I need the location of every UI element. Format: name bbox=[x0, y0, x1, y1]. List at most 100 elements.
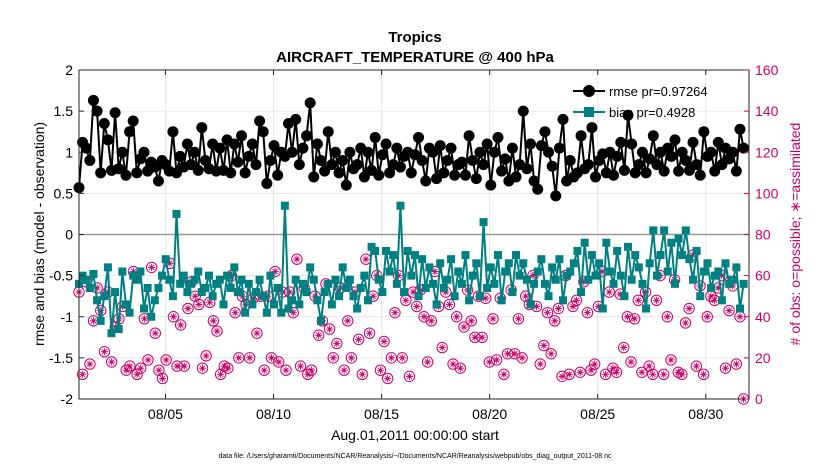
legend-bias-marker bbox=[584, 107, 594, 117]
bias-point bbox=[548, 263, 557, 272]
obs-assimilated-marker bbox=[191, 292, 199, 300]
rmse-point bbox=[358, 171, 370, 183]
obs-point bbox=[294, 360, 307, 372]
rmse-point bbox=[694, 169, 706, 181]
obs-point bbox=[403, 370, 416, 383]
rmse-point bbox=[629, 167, 641, 179]
obs-point bbox=[476, 331, 488, 344]
obs-possible-marker bbox=[287, 306, 299, 319]
bias-point bbox=[389, 251, 398, 260]
obs-assimilated-marker bbox=[104, 288, 112, 296]
obs-possible-marker bbox=[98, 346, 111, 358]
bias-point bbox=[540, 279, 549, 288]
bias-point bbox=[710, 271, 719, 280]
bias-point bbox=[392, 279, 401, 288]
obs-point bbox=[730, 358, 743, 370]
obs-assimilated-marker bbox=[405, 372, 414, 380]
obs-point bbox=[719, 362, 732, 374]
rmse-point bbox=[651, 159, 663, 171]
rmse-point bbox=[84, 154, 96, 166]
rmse-point bbox=[199, 154, 211, 166]
obs-assimilated-marker bbox=[166, 259, 174, 267]
bias-point bbox=[190, 275, 199, 284]
obs-possible-marker bbox=[265, 352, 278, 364]
obs-assimilated-marker bbox=[700, 370, 708, 378]
obs-assimilated-marker bbox=[79, 370, 87, 378]
bias-point bbox=[418, 255, 427, 264]
bias-point bbox=[140, 304, 149, 313]
obs-assimilated-marker bbox=[471, 333, 479, 341]
bias-point bbox=[707, 283, 716, 292]
bias-point bbox=[230, 263, 239, 272]
obs-possible-marker bbox=[697, 368, 710, 381]
bias-point bbox=[327, 300, 336, 309]
obs-possible-marker bbox=[374, 364, 387, 376]
bias-point bbox=[454, 267, 463, 276]
obs-assimilated-marker bbox=[489, 315, 497, 323]
y-axis-left-label: rmse and bias (model - observation) bbox=[31, 122, 47, 346]
rmse-point bbox=[351, 159, 363, 171]
obs-assimilated-marker bbox=[231, 309, 239, 317]
bias-point bbox=[501, 267, 510, 276]
obs-point bbox=[338, 364, 350, 376]
obs-assimilated-marker bbox=[634, 296, 642, 304]
y-right-tick-label: 120 bbox=[755, 144, 779, 160]
obs-point bbox=[487, 313, 499, 325]
obs-point bbox=[465, 315, 477, 327]
obs-assimilated-marker bbox=[678, 370, 686, 378]
bias-point bbox=[93, 296, 102, 305]
obs-possible-marker bbox=[607, 362, 619, 374]
obs-assimilated-marker bbox=[286, 288, 294, 296]
obs-assimilated-marker bbox=[282, 366, 290, 374]
rmse-point bbox=[181, 138, 193, 150]
footnote: data file: /Users/gharamti/Documents/NCA… bbox=[218, 453, 612, 460]
bias-point bbox=[660, 226, 669, 235]
bias-point bbox=[400, 288, 409, 297]
bias-point bbox=[313, 296, 322, 305]
rmse-point bbox=[236, 130, 248, 142]
obs-assimilated-marker bbox=[511, 350, 519, 358]
obs-assimilated-marker bbox=[718, 272, 726, 280]
bias-point bbox=[309, 275, 318, 284]
rmse-point bbox=[485, 179, 497, 191]
obs-point bbox=[628, 313, 641, 325]
obs-assimilated-marker bbox=[681, 319, 690, 327]
obs-assimilated-marker bbox=[442, 288, 450, 296]
bias-point bbox=[558, 296, 567, 305]
legend-rmse-marker bbox=[583, 85, 595, 97]
obs-possible-marker bbox=[178, 360, 191, 372]
obs-possible-marker bbox=[665, 354, 677, 366]
rmse-point bbox=[405, 167, 417, 179]
rmse-point bbox=[311, 138, 323, 150]
bias-point bbox=[302, 288, 311, 297]
x-tick-label: 08/10 bbox=[256, 406, 291, 422]
obs-point bbox=[570, 294, 583, 306]
obs-assimilated-marker bbox=[572, 296, 581, 304]
bias-point bbox=[490, 279, 499, 288]
obs-assimilated-marker bbox=[518, 354, 526, 362]
rmse-point bbox=[709, 165, 721, 177]
bias-point bbox=[472, 259, 481, 268]
obs-point bbox=[323, 323, 336, 335]
obs-assimilated-marker bbox=[384, 374, 392, 383]
bias-point bbox=[378, 288, 387, 297]
bias-point bbox=[493, 251, 502, 260]
bias-point bbox=[194, 267, 203, 276]
obs-assimilated-marker bbox=[344, 317, 352, 325]
rmse-point bbox=[124, 126, 136, 138]
bias-point bbox=[295, 300, 304, 309]
obs-possible-marker bbox=[454, 362, 467, 374]
obs-assimilated-marker bbox=[663, 313, 671, 321]
obs-assimilated-marker bbox=[133, 370, 141, 378]
obs-point bbox=[193, 298, 205, 311]
bias-point bbox=[515, 271, 524, 280]
rmse-point bbox=[152, 175, 164, 187]
obs-possible-marker bbox=[403, 370, 416, 383]
bias-point bbox=[96, 316, 105, 325]
y-right-tick-label: 140 bbox=[755, 103, 779, 119]
obs-assimilated-marker bbox=[217, 370, 225, 378]
y-right-tick-label: 0 bbox=[755, 391, 763, 407]
bias-point bbox=[638, 279, 647, 288]
bias-series bbox=[75, 201, 748, 338]
rmse-point bbox=[535, 140, 547, 152]
